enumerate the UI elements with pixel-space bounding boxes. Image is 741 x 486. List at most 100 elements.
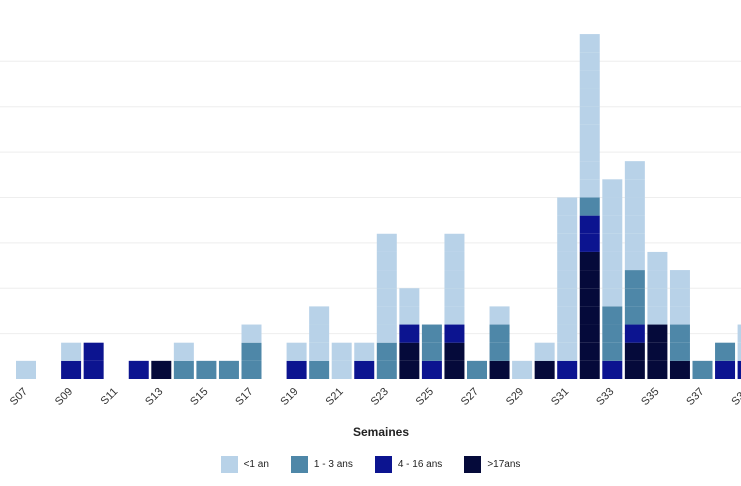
bar-segment-s26 [444, 360, 465, 379]
legend-item: 1 - 3 ans [290, 456, 353, 473]
bar-segment-s32 [579, 270, 600, 289]
bar-segment-s31 [557, 215, 578, 234]
bar-segment-s32 [579, 215, 600, 234]
x-tick-label: S15 [188, 386, 210, 408]
bar-segment-s13 [151, 360, 172, 379]
bar-segment-s22 [354, 342, 375, 361]
bar-segment-s24 [399, 288, 420, 307]
bar-segment-s34 [624, 233, 645, 252]
bar-segment-s14 [173, 360, 194, 379]
bar-segment-s15 [196, 360, 217, 379]
bar-segment-s26 [444, 270, 465, 289]
legend-swatch [374, 456, 392, 473]
bar-segment-s23 [376, 251, 397, 271]
bar-segment-s32 [579, 106, 600, 125]
bar-segment-s35 [647, 360, 668, 379]
bar-segment-s31 [557, 270, 578, 289]
bar-segment-s14 [173, 342, 194, 361]
bar-segment-s25 [421, 360, 442, 379]
bar-segment-s10 [83, 360, 104, 379]
bar-segment-s20 [309, 306, 330, 325]
bar-segment-s25 [421, 324, 442, 343]
bar-segment-s32 [579, 360, 600, 379]
bar-segment-s17 [241, 342, 262, 361]
bar-segment-s20 [309, 324, 330, 343]
x-tick-label: S33 [594, 386, 616, 408]
bar-segment-s34 [624, 360, 645, 379]
bar-segment-s32 [579, 88, 600, 107]
x-tick-label: S31 [549, 386, 571, 408]
bar-segment-s36 [669, 306, 690, 325]
bar-segment-s36 [669, 360, 690, 379]
legend-label: <1 an [243, 459, 269, 470]
bar-segment-s28 [489, 360, 510, 379]
bar-segment-s30 [534, 342, 555, 361]
bar-segment-s32 [579, 34, 600, 53]
legend-item: >17ans [464, 456, 520, 473]
x-tick-label: S19 [278, 386, 300, 408]
x-tick-label: S11 [99, 386, 121, 408]
bar-segment-s39 [737, 360, 741, 379]
bar-segment-s32 [579, 70, 600, 89]
bar-segment-s10 [83, 342, 104, 361]
bar-segment-s32 [579, 143, 600, 162]
bar-segment-s26 [444, 233, 465, 252]
bar-segment-s34 [624, 161, 645, 180]
bar-segment-s22 [354, 360, 375, 379]
bar-segment-s12 [128, 360, 149, 379]
bar-segment-s26 [444, 288, 465, 307]
bar-segment-s38 [715, 360, 736, 379]
bar-segment-s16 [218, 360, 239, 379]
bar-segment-s34 [624, 197, 645, 216]
x-tick-label: S17 [233, 386, 255, 408]
bar-segment-s25 [421, 342, 442, 361]
bar-segment-s31 [557, 197, 578, 216]
bar-segment-s35 [647, 288, 668, 307]
bar-segment-s34 [624, 179, 645, 198]
legend: <1 an 1 - 3 ans 4 - 16 ans >17ans [0, 456, 741, 473]
x-tick-label: S37 [684, 386, 706, 408]
bar-segment-s27 [467, 360, 487, 379]
bar-segment-s39 [737, 324, 741, 343]
bar-segment-s07 [16, 360, 36, 379]
bar-segment-s33 [602, 233, 623, 252]
bar-segment-s24 [399, 342, 420, 361]
bar-segment-s20 [309, 342, 330, 361]
x-tick-label: S39 [729, 386, 741, 408]
bar-segment-s33 [602, 270, 623, 289]
bar-segment-s34 [624, 306, 645, 325]
bar-segment-s31 [557, 306, 578, 325]
legend-swatch [290, 456, 308, 473]
bar-segment-s32 [579, 288, 600, 307]
bar-segment-s36 [669, 342, 690, 361]
bar-segment-s28 [489, 324, 510, 343]
bar-segment-s20 [309, 360, 330, 379]
bar-segment-s32 [579, 124, 600, 143]
bar-segment-s39 [737, 342, 741, 361]
legend-label: >17ans [487, 459, 521, 470]
bar-segment-s33 [602, 215, 623, 234]
x-tick-label: S25 [414, 386, 436, 408]
bar-segment-s31 [557, 251, 578, 271]
bars [16, 34, 741, 379]
bar-segment-s29 [512, 360, 533, 379]
bar-segment-s35 [647, 342, 668, 361]
bar-segment-s34 [624, 270, 645, 289]
bar-segment-s23 [376, 288, 397, 307]
bar-segment-s19 [286, 360, 307, 379]
bar-segment-s36 [669, 288, 690, 307]
bar-segment-s31 [557, 360, 578, 379]
bar-segment-s34 [624, 324, 645, 343]
x-tick-label: S07 [8, 386, 30, 408]
bar-segment-s26 [444, 306, 465, 325]
bar-segment-s32 [579, 179, 600, 198]
bar-segment-s23 [376, 360, 397, 379]
bar-segment-s34 [624, 288, 645, 307]
x-tick-label: S09 [53, 386, 75, 408]
gridlines [0, 60, 741, 335]
bar-segment-s17 [241, 324, 262, 343]
bar-segment-s33 [602, 288, 623, 307]
bar-segment-s32 [579, 251, 600, 271]
bar-segment-s38 [715, 342, 736, 361]
x-tick-label: S13 [143, 386, 165, 408]
